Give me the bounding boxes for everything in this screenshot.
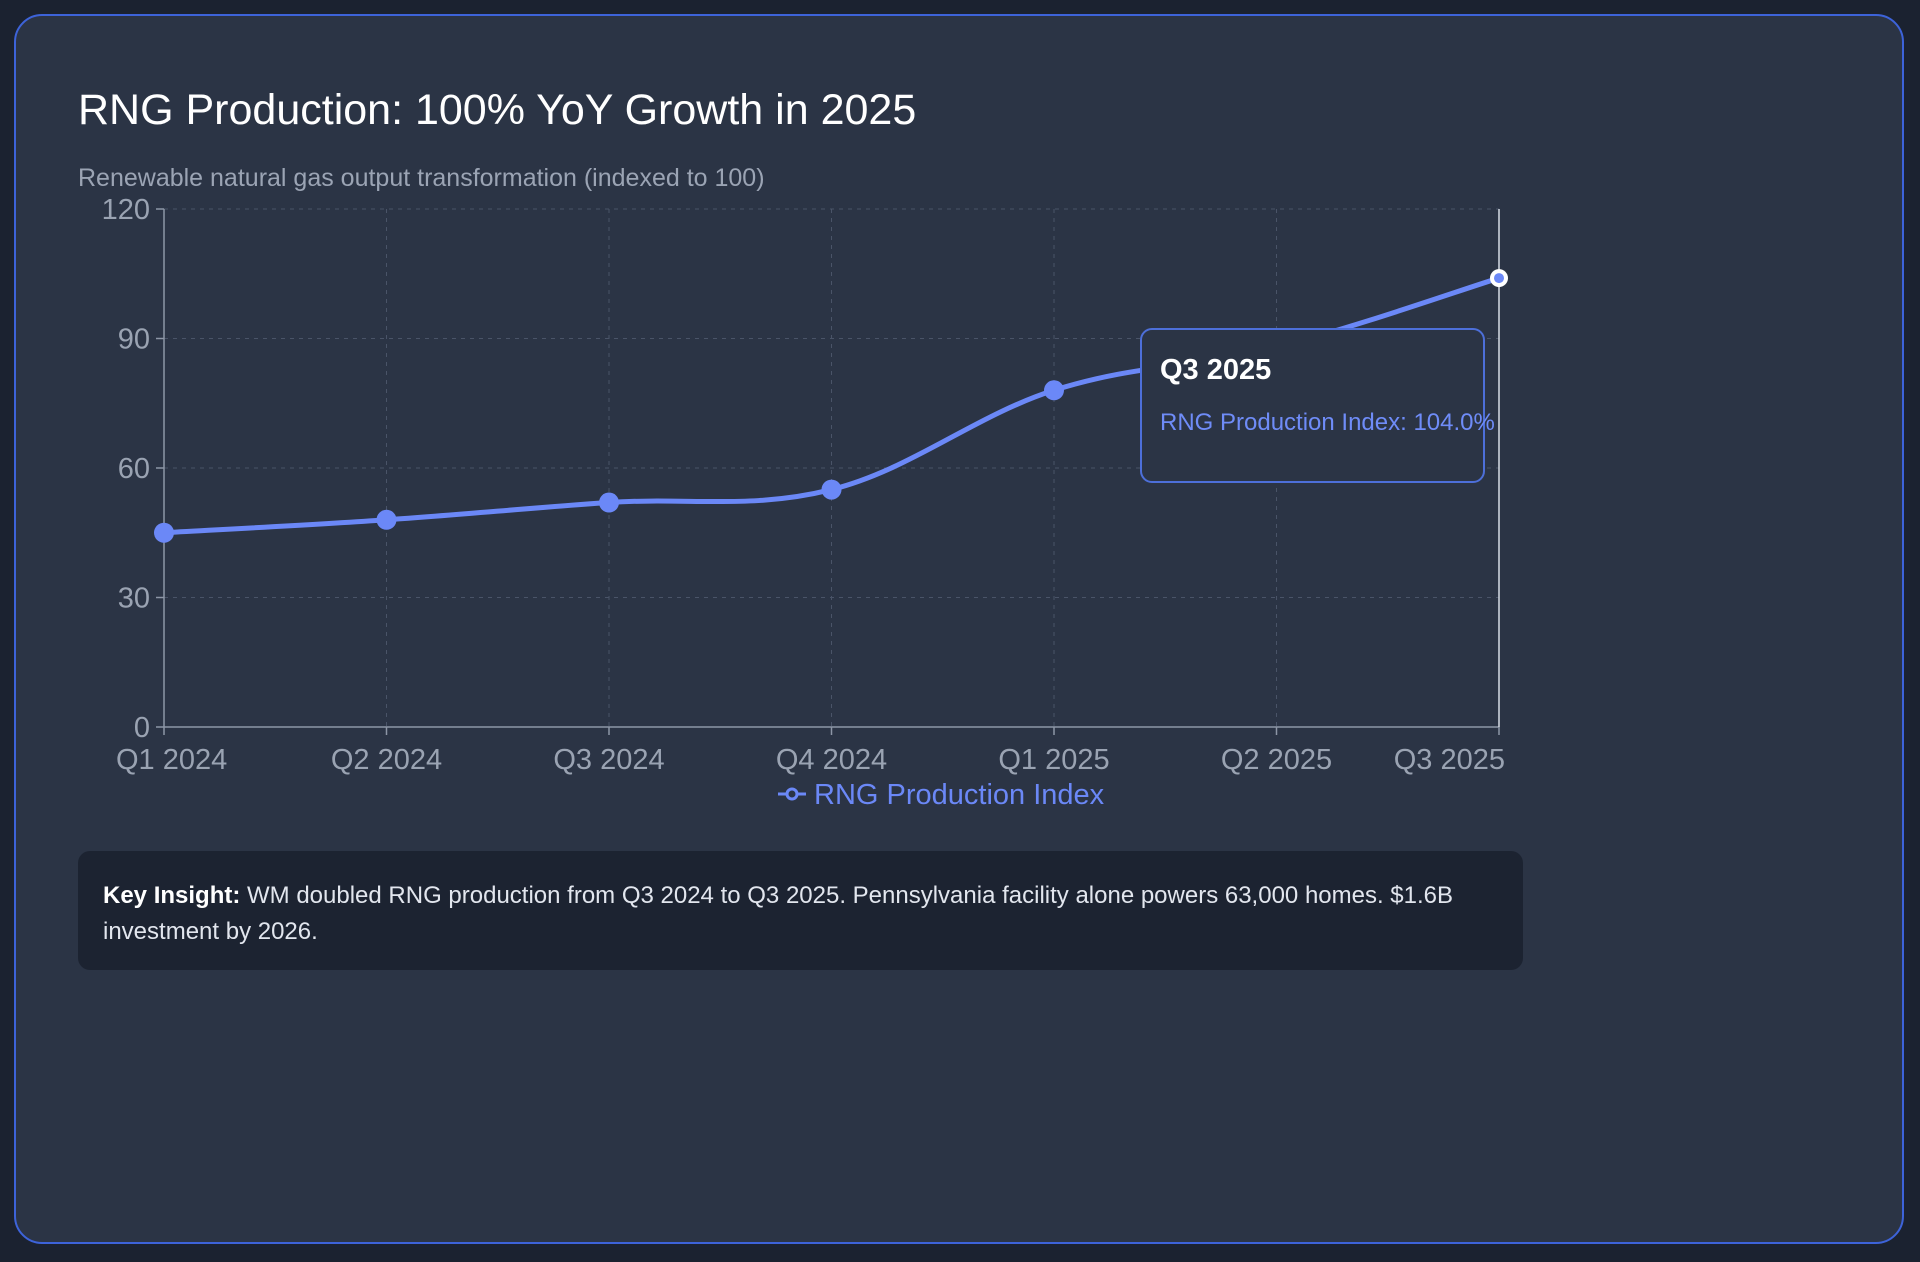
x-tick-label: Q1 2025 xyxy=(998,744,1109,776)
data-point[interactable] xyxy=(376,509,397,530)
insight-label: Key Insight: xyxy=(103,882,241,909)
y-tick-label: 0 xyxy=(134,712,150,744)
data-point[interactable] xyxy=(821,479,842,500)
data-point[interactable] xyxy=(599,492,619,513)
legend-label[interactable]: RNG Production Index xyxy=(814,779,1105,811)
x-tick-label: Q4 2024 xyxy=(776,744,887,776)
tooltip-value: RNG Production Index: 104.0% xyxy=(1160,409,1495,436)
y-tick-label: 90 xyxy=(118,324,150,356)
data-tooltip: Q3 2025 RNG Production Index: 104.0% xyxy=(1140,328,1495,483)
x-tick-label: Q2 2024 xyxy=(331,744,442,776)
y-tick-label: 30 xyxy=(118,583,150,615)
x-tick-label: Q3 2025 xyxy=(1394,744,1505,776)
tooltip-title: Q3 2025 xyxy=(1160,354,1272,386)
data-point[interactable] xyxy=(1044,380,1064,401)
line-chart: 0 30 60 90 120 Q1 2024 Q2 2024 Q3 2024 Q4 2024 Q1… xyxy=(102,194,1508,811)
grid xyxy=(164,208,1499,727)
x-tick-label: Q2 2025 xyxy=(1221,744,1332,776)
chart-subtitle: Renewable natural gas output transformat… xyxy=(78,164,765,192)
data-point[interactable] xyxy=(154,522,174,543)
axes: 0 30 60 90 120 Q1 2024 Q2 2024 Q3 2024 Q4 2024 Q1… xyxy=(102,194,1505,776)
x-tick-label: Q1 2024 xyxy=(116,744,227,776)
legend-marker-icon xyxy=(785,787,799,801)
y-tick-label: 120 xyxy=(102,194,150,226)
chart-card: RNG Production: 100% YoY Growth in 2025 … xyxy=(14,14,1904,1244)
chart-title: RNG Production: 100% YoY Growth in 2025 xyxy=(78,86,917,134)
legend[interactable]: RNG Production Index xyxy=(778,779,1105,811)
x-tick-label: Q3 2024 xyxy=(553,744,664,776)
data-point-active-core xyxy=(1494,273,1504,284)
insight-text: WM doubled RNG production from Q3 2024 t… xyxy=(103,882,1454,945)
key-insight-box: Key Insight: WM doubled RNG production f… xyxy=(78,851,1523,970)
y-tick-label: 60 xyxy=(118,453,150,485)
